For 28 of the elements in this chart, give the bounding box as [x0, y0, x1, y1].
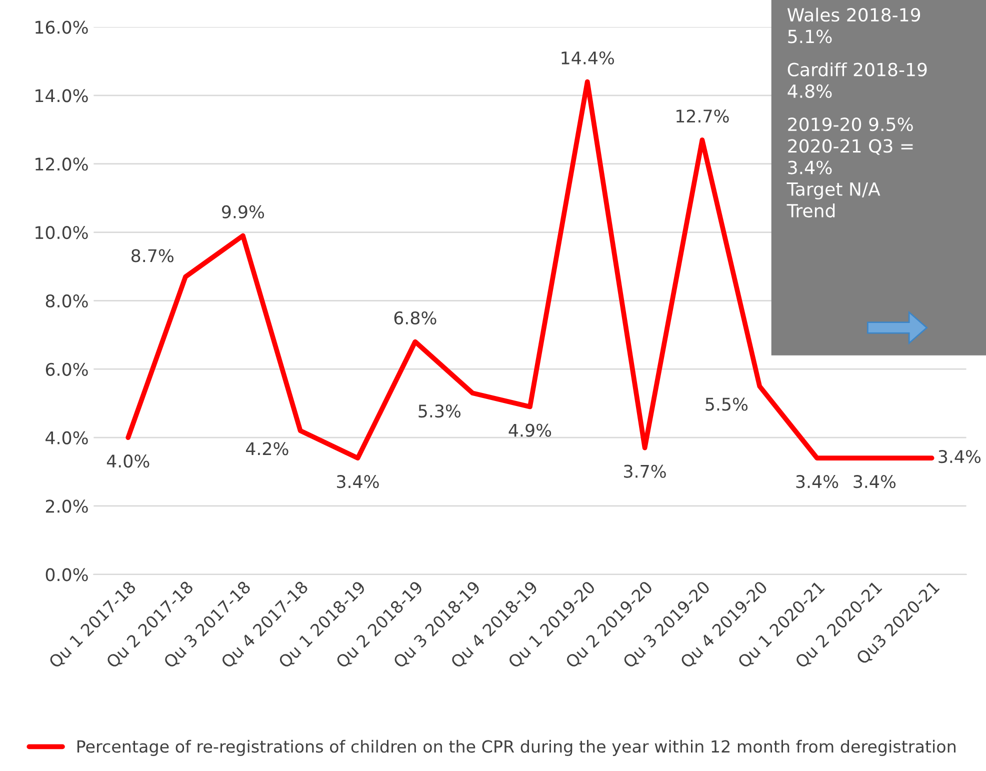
annotation: 2019-20 9.5% 2020-21 Q3 = 3.4% Target N/A Trend — [786, 118, 913, 218]
data-label: 4.9% — [508, 424, 552, 437]
annotation: Wales 2018-19 5.1% — [787, 8, 920, 44]
data-label: 4.2% — [246, 442, 288, 456]
data-label: 3.4% — [938, 450, 981, 464]
data-label: 12.7% — [676, 110, 729, 123]
legend-label: Percentage of re-registrations of children on the CPR during the year within 12 month from deregistration — [77, 740, 956, 756]
data-label: 4.0% — [106, 454, 150, 468]
y-tick-label: 10.0% — [36, 226, 88, 240]
y-tick-label: 14.0% — [36, 89, 88, 102]
y-tick-label: 0.0% — [46, 568, 88, 582]
y-tick-label: 2.0% — [46, 500, 88, 513]
data-label: 3.7% — [624, 464, 666, 478]
data-label: 3.4% — [796, 475, 838, 488]
y-tick-label: 8.0% — [46, 294, 88, 308]
data-label: 3.4% — [337, 475, 379, 488]
data-label: 6.8% — [394, 311, 436, 324]
y-tick-label: 16.0% — [36, 20, 88, 34]
y-tick-label: 6.0% — [46, 362, 88, 376]
data-label: 5.5% — [706, 398, 748, 411]
data-label: 9.9% — [222, 205, 264, 218]
data-label: 14.4% — [562, 51, 614, 64]
data-label: 3.4% — [854, 475, 896, 488]
y-tick-label: 4.0% — [46, 431, 88, 444]
data-label: 5.3% — [418, 404, 460, 418]
y-tick-label: 12.0% — [36, 158, 88, 171]
data-label: 8.7% — [131, 249, 174, 262]
annotation: Cardiff 2018-19 4.8% — [788, 62, 927, 98]
